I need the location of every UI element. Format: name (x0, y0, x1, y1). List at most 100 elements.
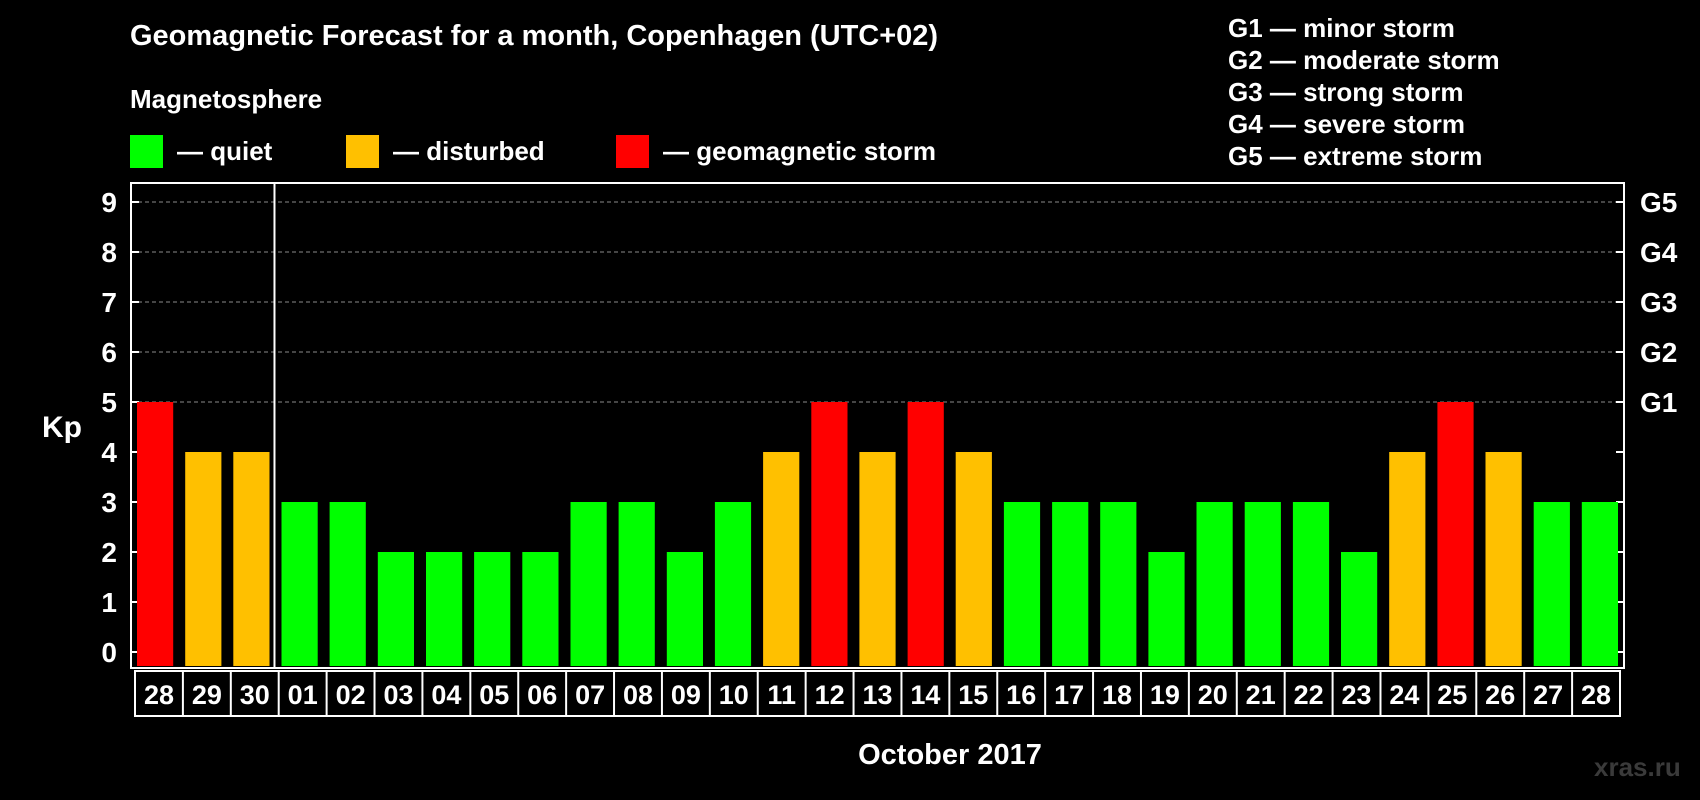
y-tick-label: 6 (101, 337, 117, 368)
x-tick-label: 30 (240, 680, 270, 710)
bar (714, 502, 752, 666)
y-tick-label: 1 (101, 587, 117, 618)
legend-item-disturbed: — disturbed (346, 134, 545, 168)
x-tick-label: 26 (1485, 680, 1515, 710)
x-tick-label: 19 (1150, 680, 1180, 710)
x-tick-label: 18 (1102, 680, 1132, 710)
storm-level-g5: G5 — extreme storm (1228, 141, 1483, 171)
x-tick-label: 28 (1581, 680, 1611, 710)
legend-swatch-disturbed (346, 134, 379, 168)
y-tick-label: 0 (101, 637, 117, 668)
bar (329, 502, 366, 666)
color-legend: — quiet — disturbed — geomagnetic storm (130, 134, 1030, 168)
bar (763, 452, 800, 666)
legend-swatch-quiet (130, 134, 163, 168)
y-tick-label: 7 (101, 287, 117, 318)
x-tick-label: 15 (958, 680, 988, 710)
x-axis-label: October 2017 (858, 739, 1042, 771)
x-tick-label: 12 (815, 680, 845, 710)
bar (137, 402, 174, 666)
x-tick-label: 13 (862, 680, 892, 710)
y-tick-label: 2 (101, 537, 117, 568)
storm-level-g3: G3 — strong storm (1228, 77, 1464, 107)
chart-title: Geomagnetic Forecast for a month, Copenh… (130, 20, 939, 52)
x-tick-label: 23 (1341, 680, 1371, 710)
bar (955, 452, 992, 666)
storm-level-tick-label: G4 (1640, 237, 1678, 268)
x-tick-label: 20 (1198, 680, 1228, 710)
bar (1292, 502, 1330, 666)
x-tick-label: 11 (767, 680, 796, 710)
storm-level-g1: G1 — minor storm (1228, 13, 1455, 43)
bar (1389, 452, 1426, 666)
y-tick-label: 9 (101, 187, 117, 218)
x-tick-label: 22 (1294, 680, 1324, 710)
x-tick-label: 14 (910, 680, 940, 710)
bar (666, 552, 703, 666)
legend-item-quiet: — quiet (130, 134, 272, 168)
bar (859, 452, 896, 666)
y-tick-label: 8 (101, 237, 117, 268)
storm-level-tick-label: G1 (1640, 387, 1677, 418)
bar (522, 552, 559, 666)
x-tick-label: 16 (1006, 680, 1036, 710)
x-tick-label: 28 (144, 680, 174, 710)
x-tick-label: 24 (1389, 680, 1419, 710)
bar (618, 502, 655, 666)
bar (1244, 502, 1281, 666)
legend-label-disturbed: — disturbed (393, 135, 545, 166)
x-tick-label: 27 (1533, 680, 1563, 710)
storm-level-tick-label: G2 (1640, 337, 1677, 368)
y-tick-label: 5 (101, 387, 117, 418)
watermark: xras.ru (1594, 752, 1681, 782)
x-tick-label: 02 (336, 680, 366, 710)
legend-swatch-storm (616, 134, 649, 168)
bar (426, 552, 463, 666)
x-tick-label: 17 (1054, 680, 1084, 710)
storm-level-g4: G4 — severe storm (1228, 109, 1466, 139)
legend-heading: Magnetosphere (130, 84, 323, 114)
storm-level-tick-label: G5 (1640, 187, 1677, 218)
x-tick-label: 04 (431, 680, 461, 710)
bar (377, 552, 414, 666)
legend-item-storm: — geomagnetic storm (616, 134, 936, 168)
bar (1581, 502, 1618, 666)
x-tick-label: 29 (192, 680, 222, 710)
date-row-frame (134, 670, 1621, 717)
storm-level-legend: G1 — minor storm G2 — moderate storm G3 … (1228, 12, 1500, 172)
storm-level-g2: G2 — moderate storm (1228, 45, 1500, 75)
x-tick-label: 01 (288, 680, 318, 710)
bar (1100, 502, 1137, 666)
y-tick-label: 3 (101, 487, 117, 518)
bar (281, 502, 318, 666)
x-tick-label: 25 (1437, 680, 1467, 710)
bar (1196, 502, 1233, 666)
x-tick-label: 08 (623, 680, 653, 710)
x-tick-label: 06 (527, 680, 557, 710)
x-tick-label: 09 (671, 680, 701, 710)
x-tick-label: 05 (479, 680, 509, 710)
bar (1148, 552, 1185, 666)
legend-label-quiet: — quiet (177, 135, 273, 166)
bar (233, 452, 270, 666)
bar (185, 452, 222, 666)
bar (1341, 552, 1378, 666)
x-tick-label: 21 (1246, 680, 1276, 710)
y-tick-label: 4 (101, 437, 117, 468)
bar (1485, 452, 1522, 666)
legend-label-storm: — geomagnetic storm (663, 135, 937, 166)
bar (1052, 502, 1089, 666)
bar (474, 552, 511, 666)
storm-level-tick-label: G3 (1640, 287, 1677, 318)
bar (811, 402, 848, 666)
bar (570, 502, 607, 666)
bar (1437, 402, 1474, 666)
bar (1003, 502, 1041, 666)
y-axis-label: Kp (42, 411, 82, 444)
x-tick-label: 10 (719, 680, 749, 710)
bar (1533, 502, 1570, 666)
x-tick-label: 03 (383, 680, 413, 710)
plot-frame (130, 182, 1625, 669)
bar (907, 402, 944, 666)
